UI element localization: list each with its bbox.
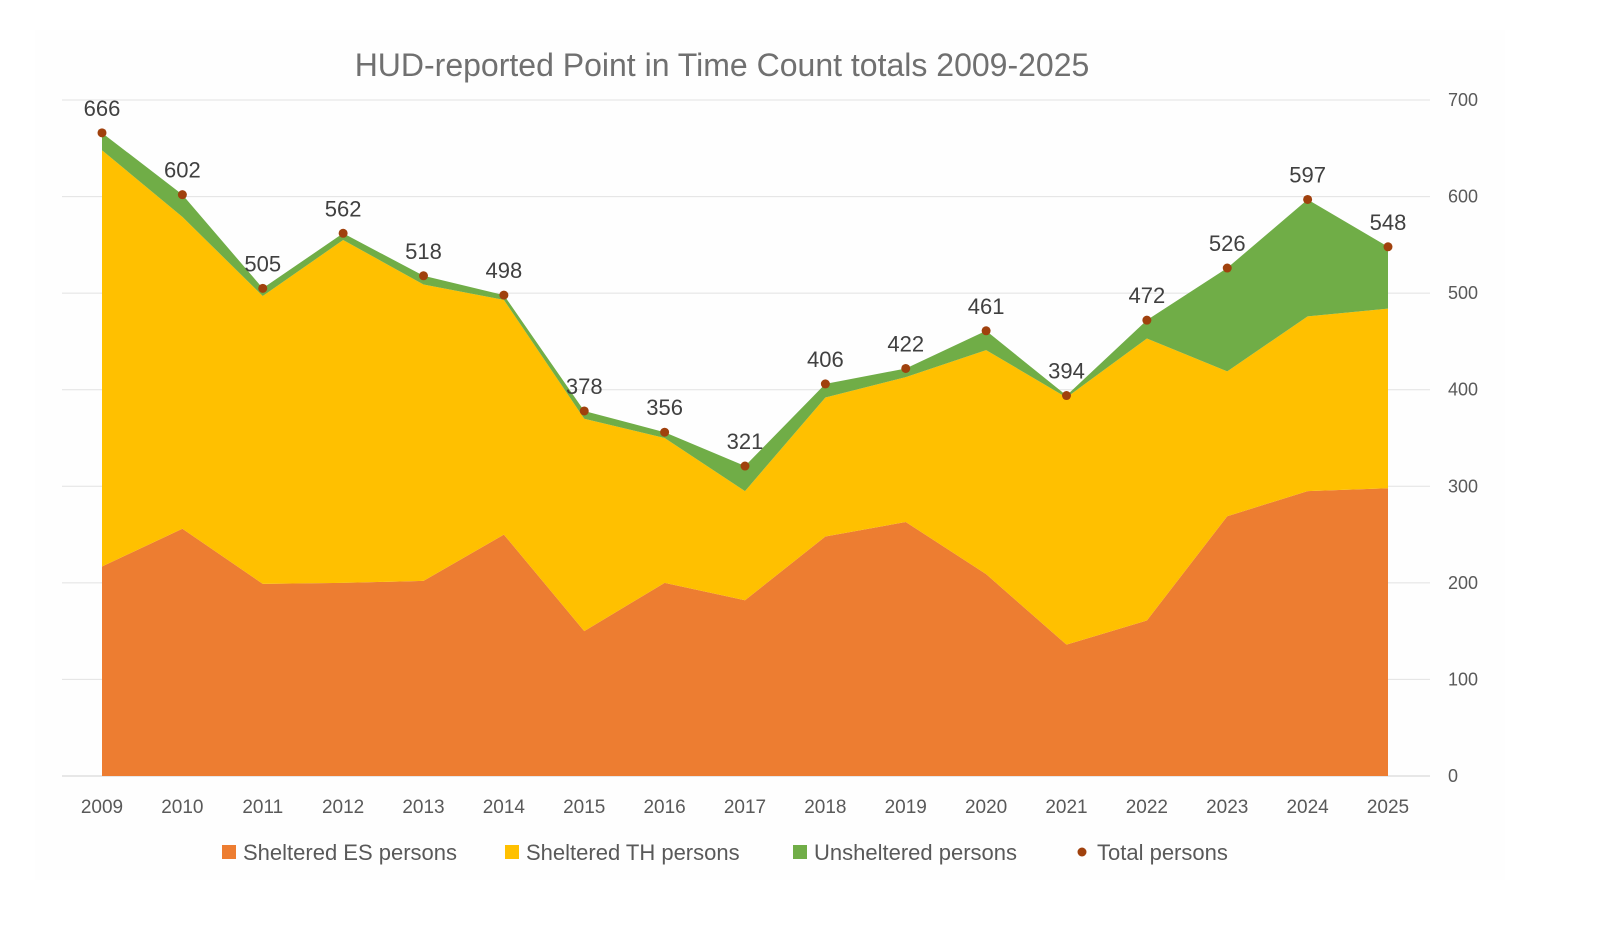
total-marker — [1222, 263, 1232, 273]
data-label: 548 — [1370, 210, 1407, 235]
data-label: 472 — [1129, 283, 1166, 308]
data-label: 461 — [968, 294, 1005, 319]
total-markers-group — [97, 128, 1393, 471]
total-marker — [1383, 242, 1393, 252]
data-label: 597 — [1289, 162, 1326, 187]
total-marker — [981, 326, 991, 336]
data-label: 562 — [325, 196, 362, 221]
y-tick-label: 700 — [1448, 90, 1478, 110]
legend-item-sheltered-es-persons: Sheltered ES persons — [222, 840, 457, 865]
x-tick-label: 2019 — [885, 797, 927, 818]
y-axis: 0 100 200 300 400 500 600 700 — [1448, 90, 1478, 786]
data-label: 422 — [887, 331, 924, 356]
y-tick-label: 0 — [1448, 766, 1458, 786]
y-tick-label: 400 — [1448, 380, 1478, 400]
x-tick-label: 2014 — [483, 797, 526, 818]
area-series-group — [102, 132, 1388, 776]
total-marker — [1303, 194, 1313, 204]
y-tick-label: 600 — [1448, 187, 1478, 207]
x-tick-label: 2020 — [965, 797, 1007, 818]
x-tick-label: 2009 — [81, 797, 123, 818]
legend-swatch — [222, 845, 236, 859]
data-label: 505 — [244, 251, 281, 276]
data-label: 406 — [807, 347, 844, 372]
legend: Sheltered ES persons Sheltered TH persons… — [222, 840, 1228, 865]
legend-label: Total persons — [1097, 840, 1228, 865]
y-tick-label: 200 — [1448, 573, 1478, 593]
data-label: 321 — [727, 429, 764, 454]
x-tick-label: 2012 — [322, 797, 364, 818]
total-marker — [177, 190, 187, 200]
total-marker — [97, 128, 107, 138]
legend-item-total-persons: Total persons — [1077, 840, 1228, 865]
total-marker — [419, 271, 428, 281]
x-axis: 2009 2010 2011 2012 2013 2014 2015 2016 2017 2018… — [81, 797, 1409, 818]
data-label: 526 — [1209, 231, 1246, 256]
data-label: 394 — [1048, 359, 1085, 384]
area-sheltered-th-persons — [102, 150, 1388, 645]
data-label: 518 — [405, 239, 442, 264]
total-marker — [258, 283, 268, 293]
legend-swatch — [793, 845, 807, 859]
total-marker — [820, 379, 830, 389]
x-tick-label: 2011 — [242, 797, 283, 818]
legend-marker — [1077, 847, 1087, 857]
data-label: 498 — [486, 258, 523, 283]
total-marker — [1142, 315, 1152, 325]
data-labels-group: 666 602 505 562 518 498 378 356 321 406 422 461 394 4… — [84, 96, 1407, 454]
legend-swatch — [505, 845, 519, 859]
total-marker — [499, 290, 509, 300]
x-tick-label: 2016 — [643, 797, 685, 818]
legend-label: Unsheltered persons — [814, 840, 1017, 865]
data-label: 356 — [646, 395, 683, 420]
x-tick-label: 2010 — [161, 797, 203, 818]
x-tick-label: 2013 — [402, 797, 444, 818]
data-label: 666 — [84, 96, 121, 121]
data-label: 378 — [566, 374, 603, 399]
area-sheltered-es-persons — [102, 488, 1388, 776]
data-label: 602 — [164, 158, 201, 183]
y-tick-label: 300 — [1448, 476, 1478, 496]
x-tick-label: 2021 — [1045, 797, 1087, 818]
total-marker — [338, 228, 348, 238]
x-tick-label: 2022 — [1126, 797, 1168, 818]
total-marker — [579, 406, 589, 416]
total-marker — [901, 363, 911, 373]
legend-item-unsheltered-persons: Unsheltered persons — [793, 840, 1017, 865]
x-tick-label: 2018 — [804, 797, 846, 818]
x-tick-label: 2015 — [563, 797, 605, 818]
chart-title: HUD-reported Point in Time Count totals … — [355, 47, 1090, 83]
y-tick-label: 500 — [1448, 283, 1478, 303]
x-tick-label: 2017 — [724, 797, 766, 818]
y-tick-label: 100 — [1448, 669, 1478, 689]
total-marker — [660, 427, 670, 437]
total-marker — [740, 461, 750, 471]
legend-label: Sheltered ES persons — [243, 840, 457, 865]
total-marker — [1062, 391, 1071, 401]
x-tick-label: 2023 — [1206, 797, 1248, 818]
x-tick-label: 2024 — [1286, 797, 1329, 818]
legend-item-sheltered-th-persons: Sheltered TH persons — [505, 840, 740, 865]
x-tick-label: 2025 — [1367, 797, 1409, 818]
legend-label: Sheltered TH persons — [526, 840, 740, 865]
